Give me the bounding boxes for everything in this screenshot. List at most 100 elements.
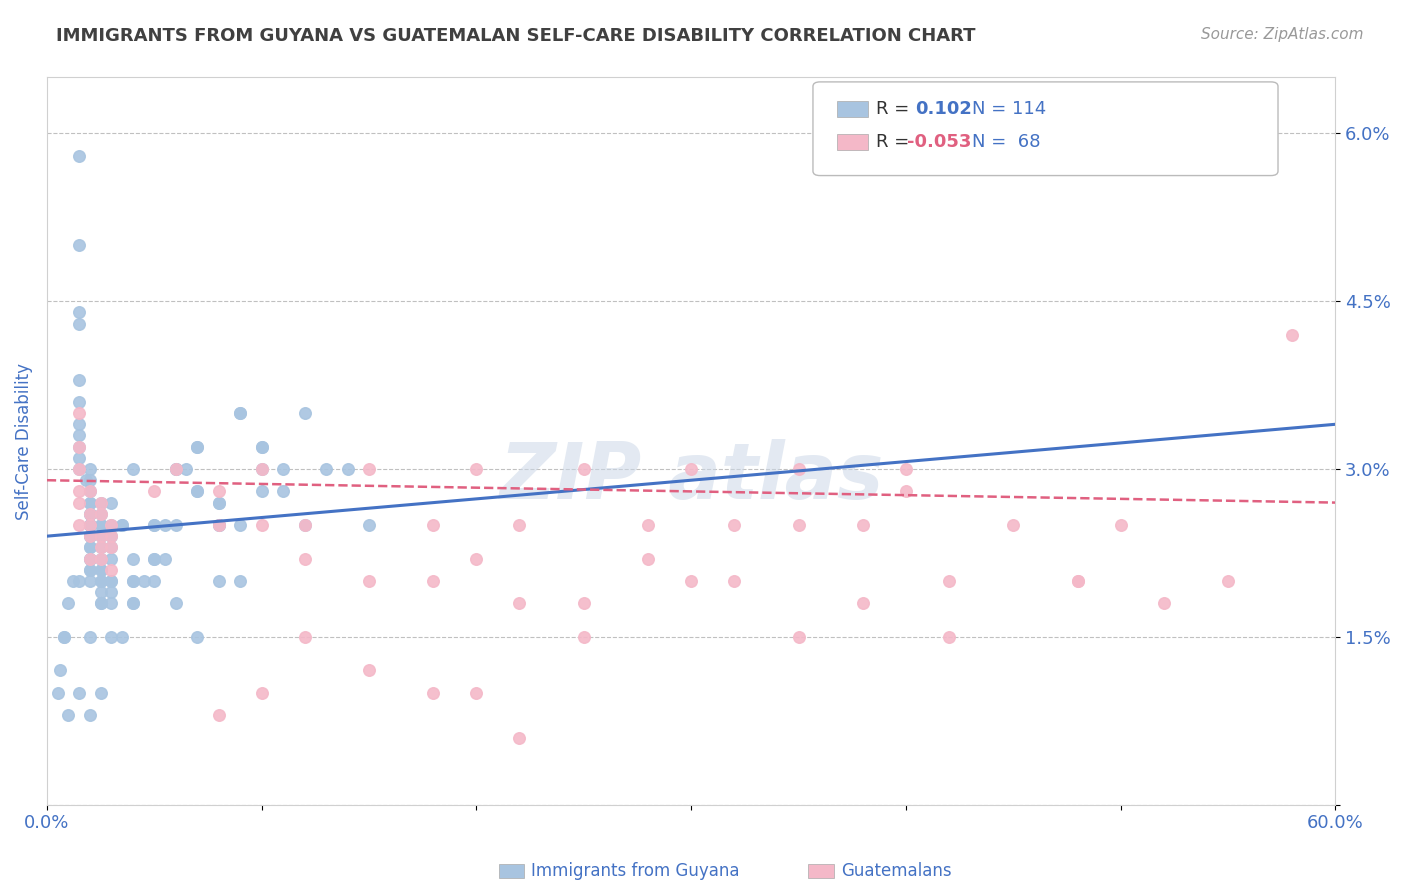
Point xyxy=(637,551,659,566)
Point xyxy=(62,574,84,588)
Point xyxy=(208,574,231,588)
Point xyxy=(100,563,122,577)
Point xyxy=(90,507,112,521)
Point xyxy=(90,529,112,543)
Point xyxy=(100,541,122,555)
Text: R =: R = xyxy=(876,100,921,118)
Point xyxy=(294,551,316,566)
Point xyxy=(46,686,69,700)
Point xyxy=(79,574,101,588)
Point xyxy=(465,551,488,566)
Text: N = 114: N = 114 xyxy=(972,100,1046,118)
Point xyxy=(111,630,134,644)
Text: R =: R = xyxy=(876,133,915,151)
Point xyxy=(79,529,101,543)
Point xyxy=(422,574,444,588)
Point xyxy=(111,518,134,533)
Point xyxy=(186,440,208,454)
Point xyxy=(90,541,112,555)
Point xyxy=(67,574,90,588)
Point xyxy=(250,518,273,533)
Point xyxy=(75,473,97,487)
Point xyxy=(208,518,231,533)
Point xyxy=(90,551,112,566)
Point xyxy=(79,507,101,521)
Point xyxy=(165,462,187,476)
Text: Source: ZipAtlas.com: Source: ZipAtlas.com xyxy=(1201,27,1364,42)
Point xyxy=(165,462,187,476)
Point xyxy=(53,630,76,644)
Point xyxy=(572,462,595,476)
Point xyxy=(271,484,294,499)
Point xyxy=(67,462,90,476)
Point xyxy=(852,596,875,610)
Point xyxy=(357,574,380,588)
Point xyxy=(1002,518,1025,533)
Point xyxy=(165,462,187,476)
Point xyxy=(229,406,252,420)
Point xyxy=(79,551,101,566)
Point xyxy=(67,395,90,409)
Point xyxy=(208,495,231,509)
Point xyxy=(572,596,595,610)
Text: Guatemalans: Guatemalans xyxy=(841,862,952,880)
Point xyxy=(53,630,76,644)
Point xyxy=(938,574,960,588)
Text: ZIP atlas: ZIP atlas xyxy=(499,440,883,516)
Point xyxy=(153,551,176,566)
Point xyxy=(90,596,112,610)
Point xyxy=(229,574,252,588)
Point xyxy=(121,551,143,566)
Point xyxy=(121,462,143,476)
Point xyxy=(67,495,90,509)
Point xyxy=(90,574,112,588)
Point xyxy=(1216,574,1239,588)
Point xyxy=(100,518,122,533)
Point xyxy=(357,664,380,678)
Point xyxy=(79,563,101,577)
Point xyxy=(208,708,231,723)
Point xyxy=(79,551,101,566)
Point xyxy=(143,551,166,566)
Point xyxy=(186,484,208,499)
Point xyxy=(508,518,530,533)
Point xyxy=(176,462,198,476)
Point xyxy=(79,529,101,543)
Point xyxy=(79,495,101,509)
Point xyxy=(121,596,143,610)
Point xyxy=(79,484,101,499)
Text: -0.053: -0.053 xyxy=(907,133,972,151)
Point xyxy=(100,585,122,599)
Point xyxy=(67,440,90,454)
Point xyxy=(67,686,90,700)
Point xyxy=(100,574,122,588)
Point xyxy=(67,518,90,533)
Point xyxy=(852,518,875,533)
Point xyxy=(1067,574,1090,588)
Y-axis label: Self-Care Disability: Self-Care Disability xyxy=(15,362,32,519)
Point xyxy=(422,518,444,533)
Point xyxy=(90,541,112,555)
Point xyxy=(132,574,155,588)
Point xyxy=(79,541,101,555)
Point xyxy=(90,529,112,543)
Point xyxy=(100,518,122,533)
Point xyxy=(1153,596,1175,610)
Point xyxy=(165,596,187,610)
Point xyxy=(143,574,166,588)
Point xyxy=(208,518,231,533)
Point xyxy=(100,529,122,543)
Point xyxy=(90,507,112,521)
Point xyxy=(90,518,112,533)
Point xyxy=(186,630,208,644)
Point xyxy=(938,630,960,644)
Point xyxy=(79,462,101,476)
Point xyxy=(153,518,176,533)
Point xyxy=(58,596,80,610)
Point xyxy=(271,462,294,476)
Point xyxy=(229,518,252,533)
Point xyxy=(67,149,90,163)
Point xyxy=(1281,327,1303,342)
Point xyxy=(1067,574,1090,588)
Point xyxy=(67,428,90,442)
